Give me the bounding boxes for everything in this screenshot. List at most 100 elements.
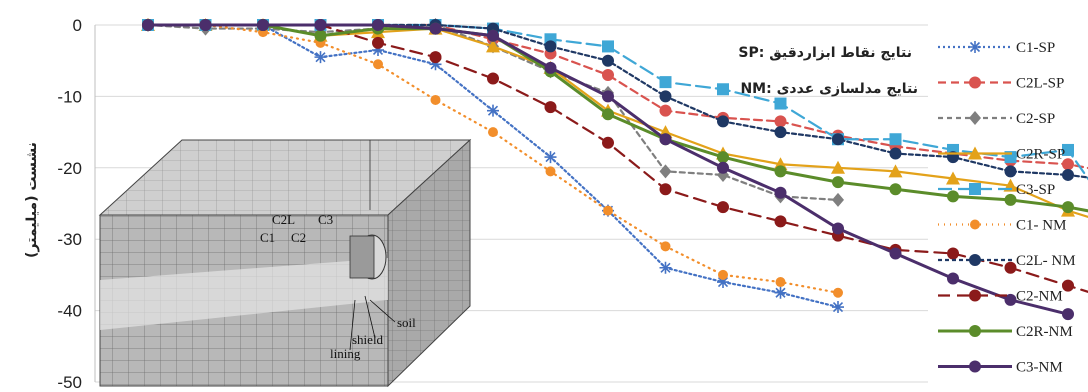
data-point (774, 286, 787, 299)
y-tick-label: -20 (57, 159, 82, 178)
data-point (545, 166, 556, 177)
data-point (372, 19, 384, 31)
legend-swatch-marker (969, 254, 981, 266)
data-point (487, 29, 499, 42)
data-point (774, 215, 787, 228)
data-point (486, 39, 500, 53)
data-point (544, 40, 557, 53)
data-point (1004, 193, 1017, 206)
data-point (775, 277, 786, 288)
data-point (774, 115, 787, 128)
data-point (832, 301, 844, 314)
legend-label: C2R-SP (1016, 147, 1065, 163)
data-point (430, 94, 441, 105)
legend-item-c2r-nm: C2R-NM (938, 324, 1073, 340)
data-point (602, 40, 614, 53)
data-point (1062, 308, 1074, 321)
data-point (372, 36, 384, 49)
data-point (831, 160, 845, 174)
annotation-sp: SP: نتایج نقاط ابزاردقیق (738, 45, 912, 61)
data-point (314, 19, 327, 31)
data-point (602, 54, 614, 67)
data-point (544, 61, 557, 74)
data-point (142, 19, 154, 31)
data-point (487, 104, 499, 117)
data-point (889, 247, 902, 260)
inset-label-lining: lining (330, 346, 361, 361)
data-point (717, 201, 729, 214)
data-point (1062, 143, 1074, 156)
legend-label: C1- NM (1016, 218, 1066, 234)
data-point (833, 287, 843, 298)
inset-label-shield: shield (352, 332, 384, 347)
data-point (1062, 201, 1074, 214)
legend-label: C2L-SP (1016, 76, 1064, 92)
y-tick-label: 0 (73, 16, 82, 35)
data-point (717, 151, 729, 164)
data-point (832, 192, 844, 207)
data-point (717, 115, 729, 128)
data-point (659, 261, 672, 274)
data-point (660, 241, 671, 252)
data-point (373, 59, 383, 70)
annotation-nm-key: NM (740, 81, 766, 97)
legend-swatch-marker (969, 183, 981, 195)
data-point (888, 164, 903, 178)
data-point (774, 165, 787, 178)
legend-swatch-marker (969, 76, 981, 89)
y-tick-label: -50 (57, 373, 82, 392)
legend-label: C2L- NM (1016, 253, 1076, 269)
data-point (718, 269, 728, 280)
data-point (947, 190, 959, 203)
data-point (832, 133, 844, 146)
legend-item-c2l-sp: C2L-SP (938, 76, 1064, 92)
data-point (544, 101, 557, 114)
data-point (659, 183, 672, 196)
data-point (1062, 168, 1074, 181)
data-point (1004, 165, 1017, 178)
data-point (889, 133, 902, 146)
legend-item-c2r-sp: C2R-SP (938, 146, 1065, 163)
annotation-nm: NM: نتایج مدلسازی عددی (740, 81, 918, 97)
data-point (314, 29, 327, 42)
annotation-sp-key: SP (738, 45, 758, 61)
data-point (314, 51, 327, 64)
legend-swatch-marker (969, 360, 981, 373)
legend: C1-SP C2L-SP C2-SP C2R-SP C3-SP C1- NM C2L- NM… (938, 40, 1076, 376)
data-point (832, 176, 844, 189)
legend-item-c2l-nm: C2L- NM (938, 253, 1076, 269)
legend-swatch-marker (969, 111, 981, 125)
data-point (717, 83, 729, 96)
data-point (659, 104, 672, 117)
data-point (429, 22, 442, 35)
legend-swatch-marker (969, 41, 981, 53)
data-point (602, 136, 614, 149)
y-tick-label: -40 (57, 302, 82, 321)
data-point (659, 133, 672, 146)
data-point (1004, 293, 1017, 306)
data-point (947, 247, 959, 260)
data-point (659, 90, 672, 103)
data-point (603, 205, 613, 216)
legend-label: C2-SP (1016, 111, 1055, 127)
annotation-sp-text: : نتایج نقاط ابزاردقیق (759, 45, 912, 61)
legend-swatch-marker (970, 219, 980, 230)
legend-item-c3-sp: C3-SP (938, 182, 1055, 198)
y-axis-label: نشست (میلیمتر) (24, 142, 40, 258)
legend-label: C2R-NM (1016, 324, 1073, 340)
y-tick-label: -30 (57, 230, 82, 249)
legend-item-c2-nm: C2-NM (938, 289, 1063, 305)
data-point (1062, 279, 1074, 292)
data-point (602, 90, 614, 103)
data-point (602, 108, 614, 121)
data-point (774, 97, 787, 110)
data-point (832, 222, 844, 235)
y-axis-ticks: 0 -10 -20 -30 -40 -50 (57, 16, 82, 392)
data-point (199, 19, 212, 31)
legend-label: C2-NM (1016, 289, 1063, 305)
data-point (946, 171, 960, 185)
data-point (659, 76, 672, 89)
data-point (429, 51, 442, 64)
legend-swatch-marker (969, 289, 981, 302)
data-point (488, 127, 498, 138)
